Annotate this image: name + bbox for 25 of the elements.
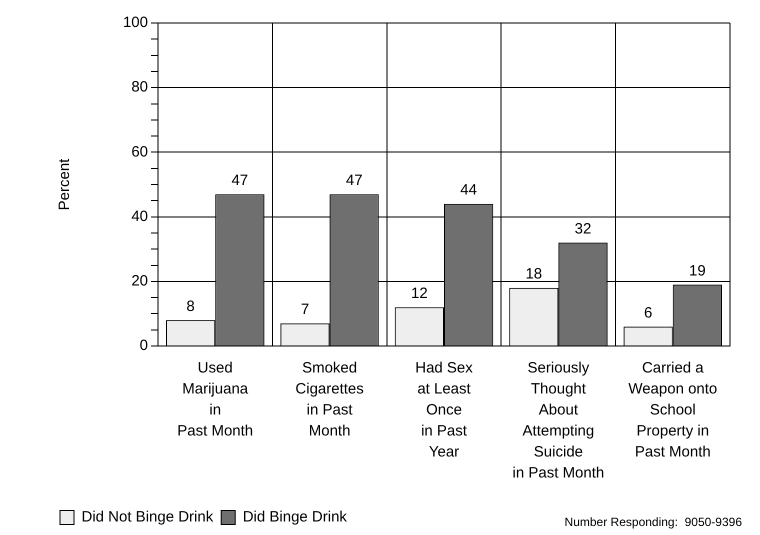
y-tick-label: 0: [140, 337, 148, 354]
data-label: 12: [411, 284, 428, 302]
x-tick-label: Had Sex at Least Once in Past Year: [415, 360, 474, 461]
data-label: 47: [231, 172, 248, 189]
data-label: 18: [525, 266, 542, 282]
y-tick-label: 20: [131, 272, 148, 290]
data-label: 47: [346, 172, 363, 189]
data-label: 8: [186, 298, 195, 315]
x-tick-label: Used Marijuana in Past Month: [177, 360, 254, 440]
y-tick-label: 100: [122, 14, 148, 32]
data-label: 32: [574, 220, 592, 238]
data-label: 44: [460, 182, 477, 199]
y-tick-label: 60: [131, 143, 148, 160]
y-tick-label: 40: [131, 208, 148, 225]
x-tick-label: Carried a Weapon onto School Property in Past Month: [628, 360, 718, 461]
y-tick-label: 80: [131, 78, 148, 96]
y-axis-title: Percent: [56, 158, 74, 210]
data-label: 7: [300, 301, 310, 318]
data-label: 19: [689, 262, 706, 280]
x-tick-label: Smoked Cigarettes in Past Month: [295, 360, 364, 440]
x-tick-label: Seriously Thought About Attempting Suicide in Past Month: [512, 360, 604, 482]
legend-label: Did Binge Drink: [242, 508, 348, 526]
text: Number Responding: 9050-9396: [564, 514, 742, 529]
data-label: 6: [644, 304, 652, 322]
legend-label: Did Not Binge Drink: [82, 508, 214, 526]
